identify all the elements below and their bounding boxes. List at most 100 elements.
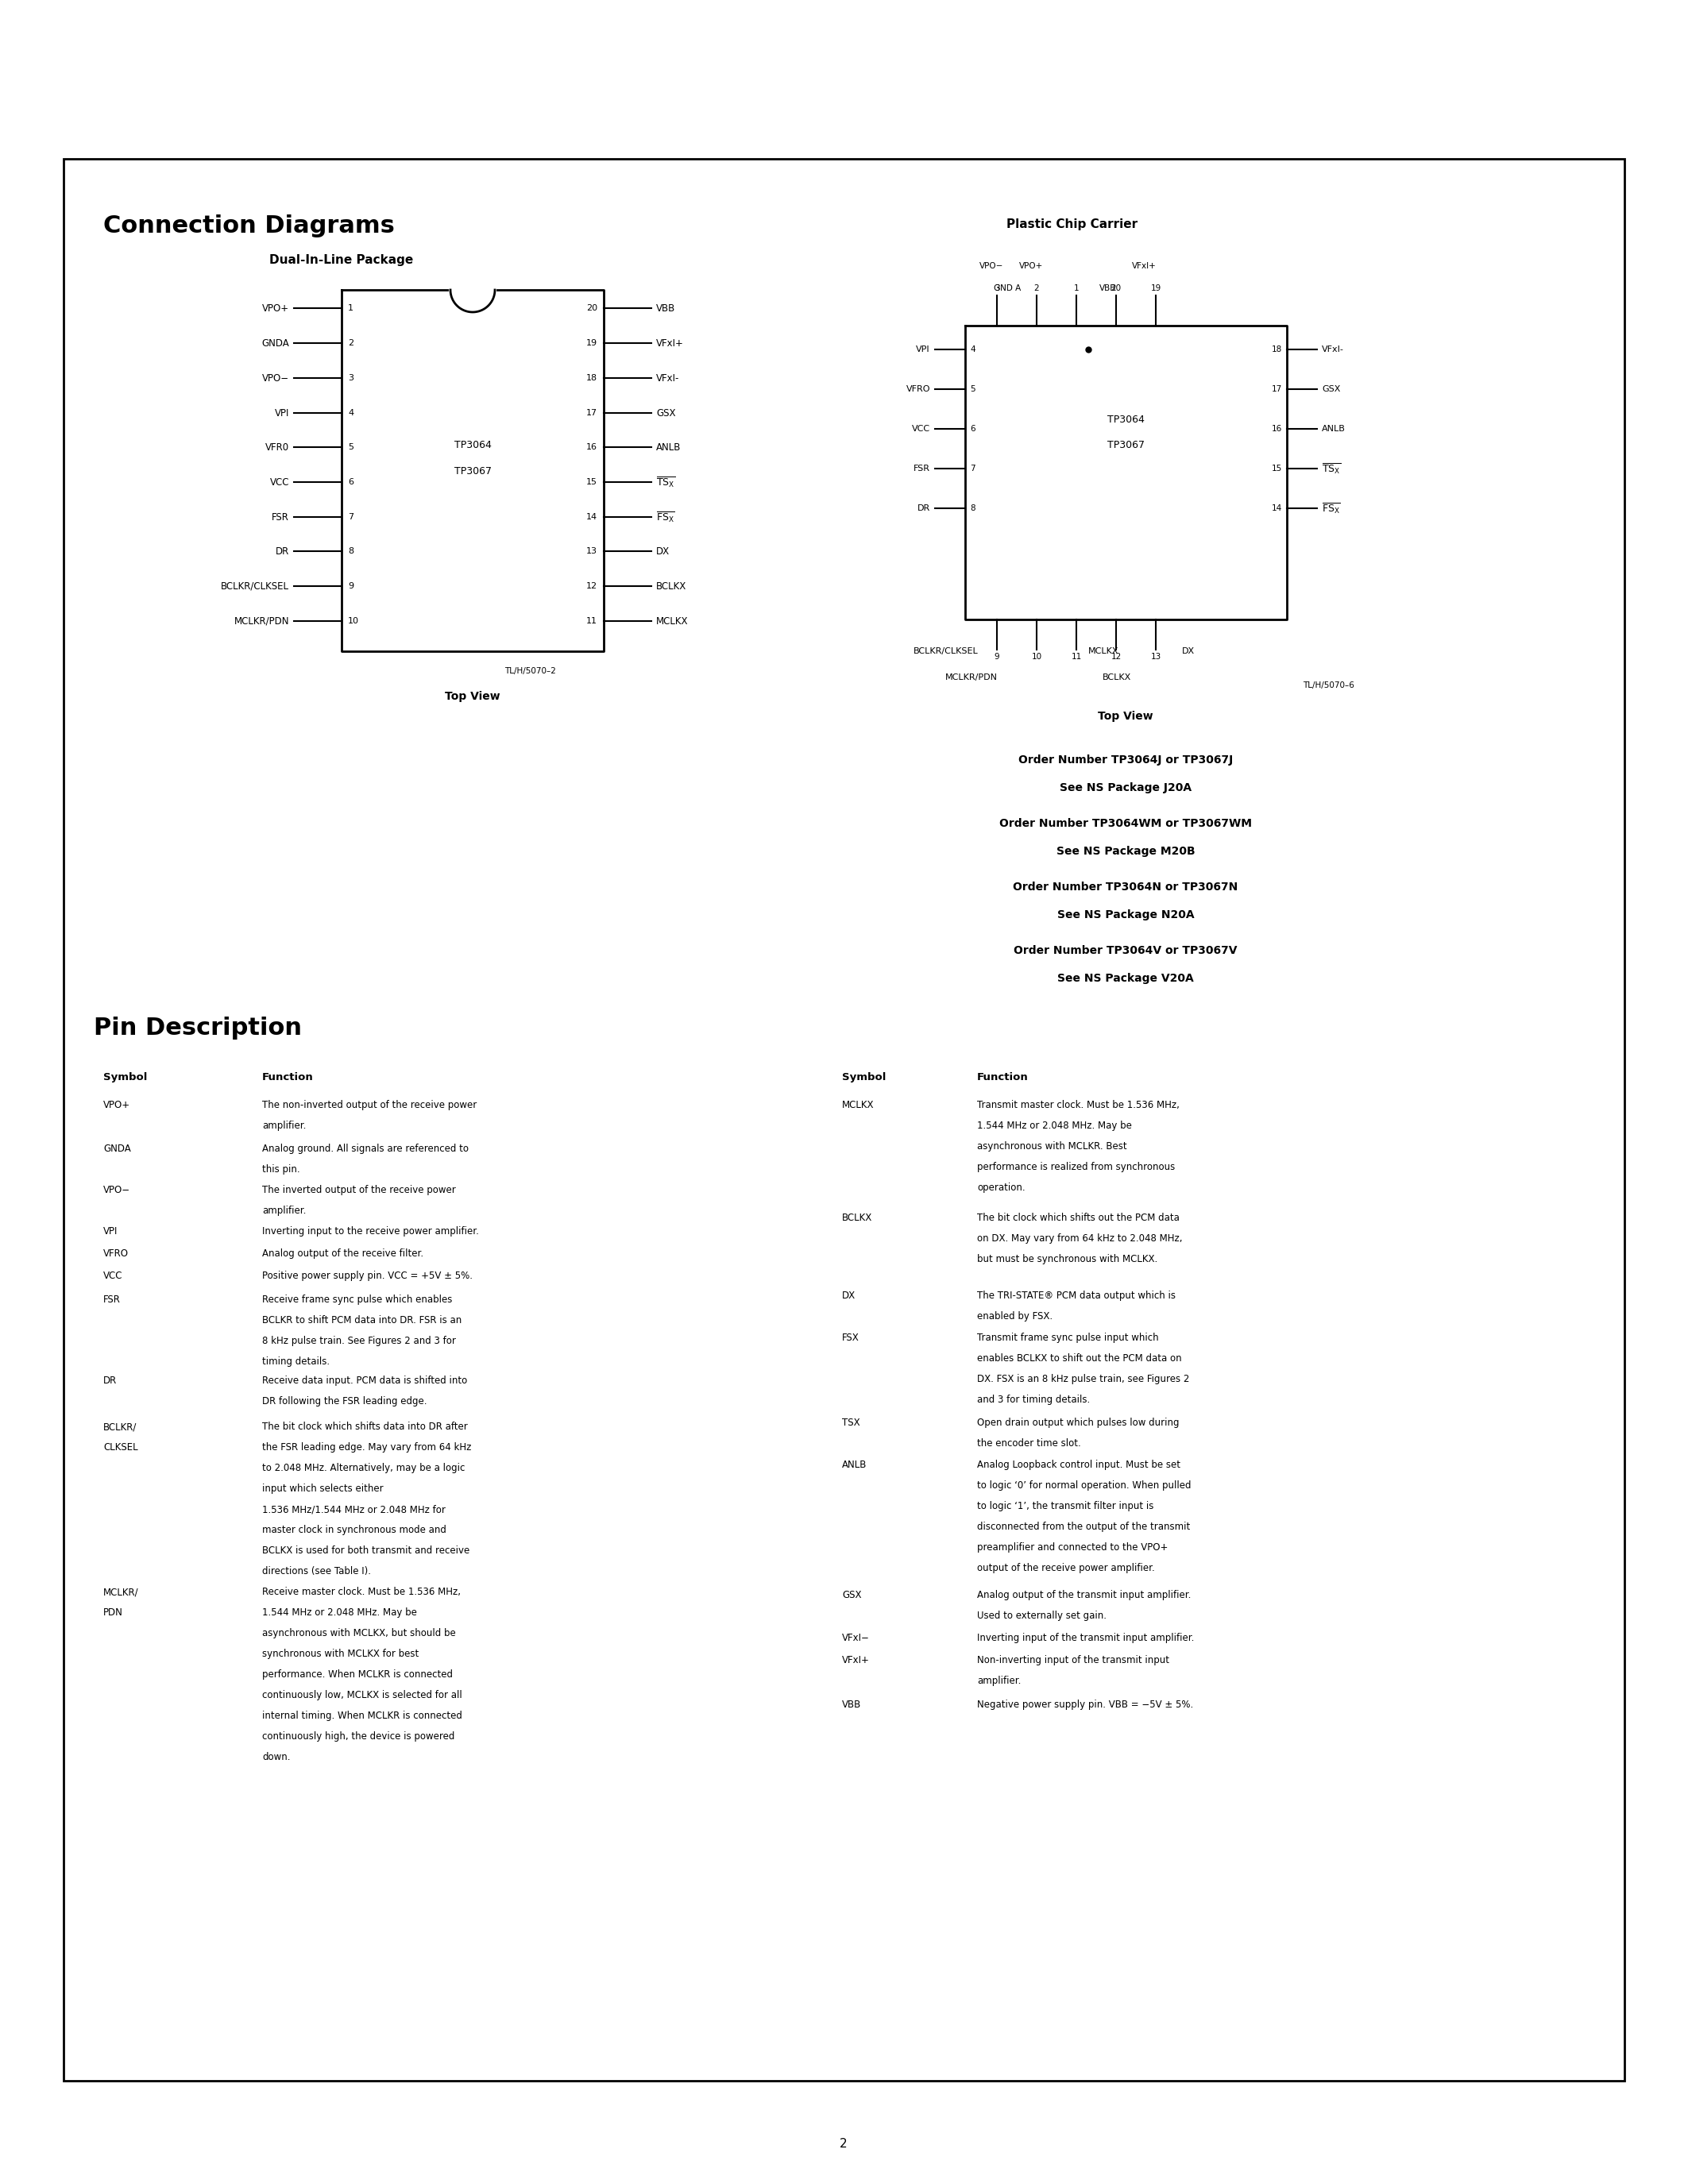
Text: 20: 20 — [586, 304, 598, 312]
Text: continuously low, MCLKX is selected for all: continuously low, MCLKX is selected for … — [262, 1690, 463, 1701]
Text: The bit clock which shifts out the PCM data: The bit clock which shifts out the PCM d… — [977, 1212, 1180, 1223]
Text: 1.544 MHz or 2.048 MHz. May be: 1.544 MHz or 2.048 MHz. May be — [262, 1607, 417, 1618]
Text: VCC: VCC — [103, 1271, 123, 1282]
Text: FSX: FSX — [842, 1332, 859, 1343]
Text: enabled by FSX.: enabled by FSX. — [977, 1310, 1053, 1321]
Text: TL/H/5070–6: TL/H/5070–6 — [1303, 681, 1354, 690]
Text: Top View: Top View — [1097, 710, 1153, 723]
Text: VCC: VCC — [912, 426, 930, 432]
Text: VFxI-: VFxI- — [657, 373, 680, 382]
Text: 2: 2 — [1035, 284, 1040, 293]
Text: Receive data input. PCM data is shifted into: Receive data input. PCM data is shifted … — [262, 1376, 468, 1387]
Text: 13: 13 — [586, 548, 598, 555]
Text: VFxI+: VFxI+ — [1131, 262, 1156, 271]
Text: the FSR leading edge. May vary from 64 kHz: the FSR leading edge. May vary from 64 k… — [262, 1441, 471, 1452]
Text: 5: 5 — [348, 443, 353, 452]
Text: DR: DR — [275, 546, 289, 557]
Text: 14: 14 — [1271, 505, 1283, 513]
Text: Connection Diagrams: Connection Diagrams — [103, 214, 395, 238]
Text: 13: 13 — [1151, 653, 1161, 662]
Text: 8: 8 — [971, 505, 976, 513]
Text: synchronous with MCLKX for best: synchronous with MCLKX for best — [262, 1649, 419, 1660]
Text: BCLKX: BCLKX — [1102, 673, 1131, 681]
Text: Order Number TP3064N or TP3067N: Order Number TP3064N or TP3067N — [1013, 882, 1237, 893]
Text: FSR: FSR — [272, 511, 289, 522]
Text: DX: DX — [657, 546, 670, 557]
Text: 3: 3 — [994, 284, 999, 293]
Text: disconnected from the output of the transmit: disconnected from the output of the tran… — [977, 1522, 1190, 1531]
Text: timing details.: timing details. — [262, 1356, 329, 1367]
Text: to logic ‘0’ for normal operation. When pulled: to logic ‘0’ for normal operation. When … — [977, 1481, 1192, 1492]
Text: DR: DR — [103, 1376, 116, 1387]
Text: Plastic Chip Carrier: Plastic Chip Carrier — [1006, 218, 1138, 229]
Text: Analog Loopback control input. Must be set: Analog Loopback control input. Must be s… — [977, 1459, 1180, 1470]
Text: amplifier.: amplifier. — [262, 1206, 306, 1216]
Text: VPO+: VPO+ — [1020, 262, 1043, 271]
Text: 20: 20 — [1111, 284, 1121, 293]
Text: 18: 18 — [1271, 345, 1283, 354]
Text: VCC: VCC — [270, 476, 289, 487]
Text: 6: 6 — [971, 426, 976, 432]
Text: $\overline{\rm FS_X}$: $\overline{\rm FS_X}$ — [1322, 502, 1340, 515]
Text: VPO+: VPO+ — [103, 1101, 130, 1109]
Text: Receive master clock. Must be 1.536 MHz,: Receive master clock. Must be 1.536 MHz, — [262, 1588, 461, 1597]
Text: 4: 4 — [971, 345, 976, 354]
Text: to logic ‘1’, the transmit filter input is: to logic ‘1’, the transmit filter input … — [977, 1500, 1153, 1511]
Text: 3: 3 — [348, 373, 353, 382]
Text: Function: Function — [262, 1072, 314, 1083]
Text: See NS Package V20A: See NS Package V20A — [1057, 972, 1193, 985]
Text: 15: 15 — [1271, 465, 1283, 472]
Text: 1.536 MHz/1.544 MHz or 2.048 MHz for: 1.536 MHz/1.544 MHz or 2.048 MHz for — [262, 1505, 446, 1514]
Text: 19: 19 — [586, 339, 598, 347]
Text: 16: 16 — [1271, 426, 1283, 432]
Text: preamplifier and connected to the VPO+: preamplifier and connected to the VPO+ — [977, 1542, 1168, 1553]
Text: PDN: PDN — [103, 1607, 123, 1618]
Text: Function: Function — [977, 1072, 1028, 1083]
Text: ANLB: ANLB — [842, 1459, 868, 1470]
Text: GND A: GND A — [994, 284, 1021, 293]
Text: DX: DX — [1182, 646, 1195, 655]
Text: DX: DX — [842, 1291, 856, 1302]
Text: and 3 for timing details.: and 3 for timing details. — [977, 1396, 1090, 1404]
Text: ANLB: ANLB — [657, 441, 680, 452]
Text: MCLKR/PDN: MCLKR/PDN — [235, 616, 289, 627]
Text: continuously high, the device is powered: continuously high, the device is powered — [262, 1732, 454, 1741]
Text: directions (see Table I).: directions (see Table I). — [262, 1566, 371, 1577]
Text: 6: 6 — [348, 478, 353, 487]
Text: TP3064: TP3064 — [1107, 415, 1144, 424]
Text: 5: 5 — [971, 384, 976, 393]
Text: VFxI−: VFxI− — [842, 1634, 869, 1642]
Text: 10: 10 — [348, 618, 360, 625]
Text: VFxI-: VFxI- — [1322, 345, 1344, 354]
Text: Order Number TP3064J or TP3067J: Order Number TP3064J or TP3067J — [1018, 753, 1232, 767]
Text: TSX: TSX — [842, 1417, 859, 1428]
Text: Order Number TP3064WM or TP3067WM: Order Number TP3064WM or TP3067WM — [999, 819, 1252, 830]
Text: output of the receive power amplifier.: output of the receive power amplifier. — [977, 1564, 1155, 1572]
Text: 17: 17 — [1271, 384, 1283, 393]
Text: The bit clock which shifts data into DR after: The bit clock which shifts data into DR … — [262, 1422, 468, 1433]
Text: ANLB: ANLB — [1322, 426, 1345, 432]
Text: performance. When MCLKR is connected: performance. When MCLKR is connected — [262, 1669, 452, 1679]
Text: the encoder time slot.: the encoder time slot. — [977, 1439, 1080, 1448]
Text: Transmit frame sync pulse input which: Transmit frame sync pulse input which — [977, 1332, 1158, 1343]
Text: Order Number TP3064V or TP3067V: Order Number TP3064V or TP3067V — [1014, 946, 1237, 957]
Text: VPI: VPI — [103, 1225, 118, 1236]
Text: VFxI+: VFxI+ — [657, 339, 684, 347]
Text: FSR: FSR — [913, 465, 930, 472]
Text: See NS Package M20B: See NS Package M20B — [1057, 845, 1195, 856]
Text: Receive frame sync pulse which enables: Receive frame sync pulse which enables — [262, 1295, 452, 1304]
Text: Symbol: Symbol — [842, 1072, 886, 1083]
Text: operation.: operation. — [977, 1182, 1025, 1192]
Text: Analog output of the receive filter.: Analog output of the receive filter. — [262, 1249, 424, 1258]
Text: BCLKX is used for both transmit and receive: BCLKX is used for both transmit and rece… — [262, 1546, 469, 1555]
Text: amplifier.: amplifier. — [977, 1675, 1021, 1686]
Text: enables BCLKX to shift out the PCM data on: enables BCLKX to shift out the PCM data … — [977, 1354, 1182, 1363]
Text: VBB: VBB — [1099, 284, 1117, 293]
Text: VFR0: VFR0 — [265, 441, 289, 452]
Text: VPO−: VPO− — [262, 373, 289, 382]
Text: Positive power supply pin. VCC = +5V ± 5%.: Positive power supply pin. VCC = +5V ± 5… — [262, 1271, 473, 1282]
Text: 7: 7 — [971, 465, 976, 472]
Text: master clock in synchronous mode and: master clock in synchronous mode and — [262, 1524, 446, 1535]
Text: Negative power supply pin. VBB = −5V ± 5%.: Negative power supply pin. VBB = −5V ± 5… — [977, 1699, 1193, 1710]
Text: VPO−: VPO− — [103, 1186, 130, 1195]
